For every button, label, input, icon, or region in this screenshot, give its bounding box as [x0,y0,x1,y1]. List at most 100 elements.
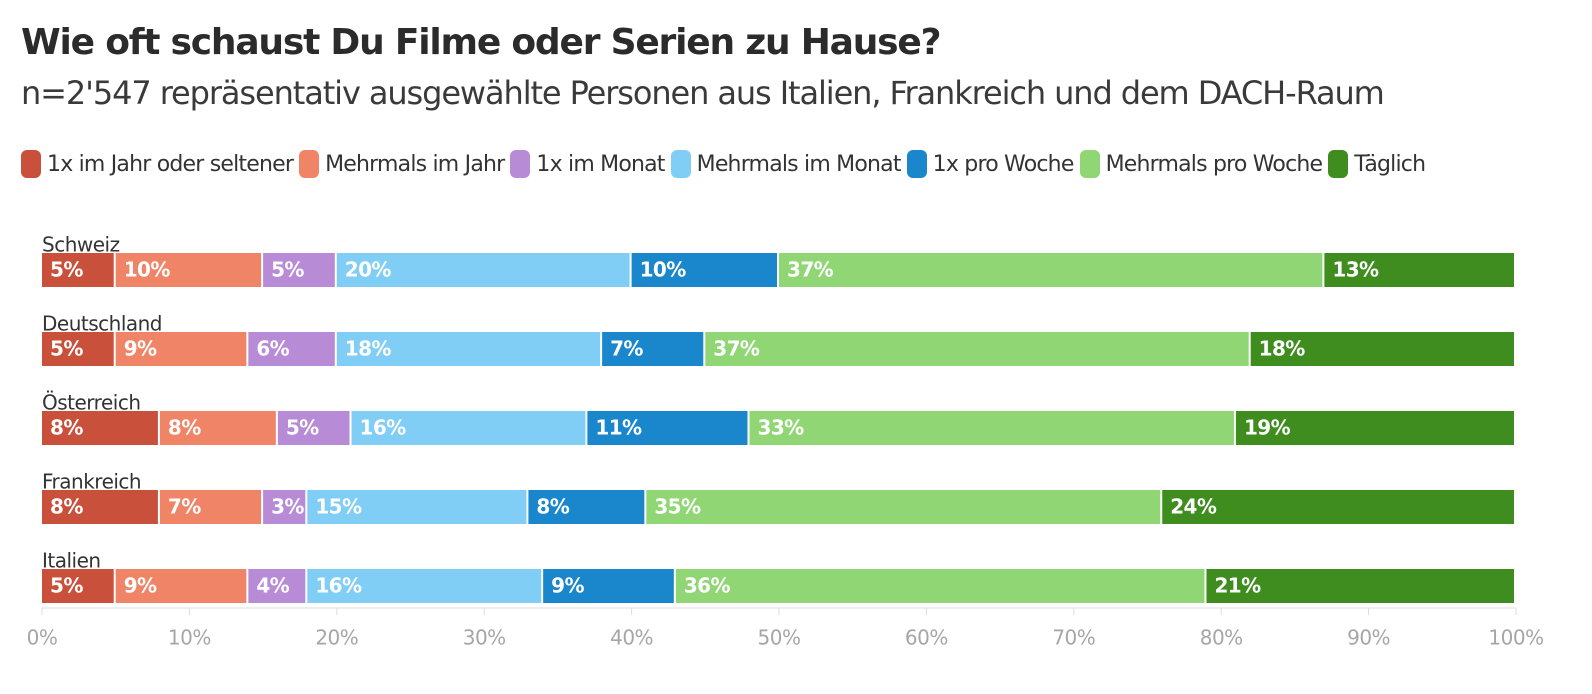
bar-value-label: 10% [124,258,171,282]
x-tick-label: 20% [315,626,358,650]
legend-swatch [299,150,320,178]
bar-value-label: 20% [345,258,392,282]
bar-value-label: 8% [50,495,83,519]
bar-value-label: 33% [758,416,805,440]
bar-value-label: 24% [1170,495,1217,519]
bar-value-label: 5% [271,258,304,282]
bar-value-label: 35% [654,495,701,519]
legend-item-1x-pro-woche: 1x pro Woche [906,150,1075,178]
bar-value-label: 16% [315,574,362,598]
bar-value-label: 6% [256,337,289,361]
legend-item-mehrmals-im-jahr: Mehrmals im Jahr [299,150,505,178]
bar-segment [159,490,262,524]
legend-label: Mehrmals im Jahr [325,151,505,177]
country-label: Deutschland [42,312,162,336]
bar-segment [159,411,276,445]
legend-label: Mehrmals im Monat [696,151,902,177]
legend-item-1x-im-monat: 1x im Monat [510,150,665,178]
bar-value-label: 10% [640,258,687,282]
legend-swatch [21,150,41,178]
bar-value-label: 7% [168,495,201,519]
x-tick-label: 80% [1200,626,1243,650]
x-tick-label: 60% [905,626,948,650]
bar-segment [646,490,1161,524]
country-label: Österreich [42,391,141,415]
bar-segment [602,332,704,366]
bar-segment [263,490,306,524]
bar-value-label: 9% [551,574,584,598]
bar-segment [42,332,114,366]
legend-label: 1x pro Woche [932,151,1075,177]
bar-segment [1250,332,1514,366]
bar-segment [543,569,674,603]
bar-value-label: 36% [684,574,731,598]
bar-segment [749,411,1234,445]
bar-segment [248,332,335,366]
bar-segment [1206,569,1514,603]
legend-swatch [1079,150,1100,178]
country-label: Italien [42,549,101,573]
legend-label: 1x im Monat [536,151,665,177]
country-label: Frankreich [42,470,141,494]
legend-label: Mehrmals pro Woche [1105,151,1323,177]
bar-value-label: 3% [271,495,304,519]
bar-value-label: 37% [713,337,760,361]
bar-segment [307,569,542,603]
x-tick-label: 30% [463,626,506,650]
legend-item-mehrmals-pro-woche: Mehrmals pro Woche [1079,150,1323,178]
bar-value-label: 18% [1259,337,1306,361]
bar-value-label: 8% [536,495,569,519]
bar-value-label: 13% [1332,258,1379,282]
bar-value-label: 8% [50,416,83,440]
bar-value-label: 9% [124,337,157,361]
bar-segment [675,569,1205,603]
chart-subtitle: n=2'547 repräsentativ ausgewählte Person… [21,74,1385,112]
legend-item-1x-im-jahr-oder-seltener: 1x im Jahr oder seltener [21,150,294,178]
legend-item-taeglich: Täglich [1328,150,1426,178]
bar-value-label: 9% [124,574,157,598]
bar-value-label: 19% [1244,416,1291,440]
x-tick-label: 0% [27,626,58,650]
bar-value-label: 18% [345,337,392,361]
bar-value-label: 16% [360,416,407,440]
bar-value-label: 8% [168,416,201,440]
bar-segment [42,253,114,287]
x-tick-label: 10% [168,626,211,650]
legend-swatch [1328,150,1349,178]
bar-segment [1162,490,1514,524]
bar-value-label: 5% [50,337,83,361]
bar-value-label: 37% [787,258,834,282]
bar-segment [1235,411,1514,445]
bar-segment [277,411,350,445]
country-label: Schweiz [42,233,120,257]
legend: 1x im Jahr oder seltener Mehrmals im Jah… [21,149,1431,179]
x-tick-label: 100% [1488,626,1543,650]
bar-segment [336,253,630,287]
legend-item-mehrmals-im-monat: Mehrmals im Monat [670,150,902,178]
bar-segment [528,490,645,524]
bar-segment [336,332,601,366]
legend-label: 1x im Jahr oder seltener [47,151,294,177]
bar-segment [307,490,527,524]
bar-segment [1324,253,1514,287]
bar-value-label: 4% [256,574,289,598]
bar-value-label: 5% [286,416,319,440]
bar-value-label: 7% [610,337,643,361]
bar-segment [587,411,748,445]
bar-segment [115,332,247,366]
legend-swatch [510,150,531,178]
bar-segment [705,332,1249,366]
x-tick-label: 40% [610,626,653,650]
bar-segment [42,490,158,524]
bar-segment [115,569,247,603]
bar-segment [115,253,262,287]
legend-swatch [906,150,927,178]
bar-segment [248,569,306,603]
bar-segment [42,411,158,445]
bar-segment [779,253,1323,287]
bar-segment [631,253,777,287]
bar-value-label: 15% [315,495,362,519]
bar-segment [263,253,335,287]
x-tick-label: 50% [758,626,801,650]
x-tick-label: 90% [1347,626,1390,650]
